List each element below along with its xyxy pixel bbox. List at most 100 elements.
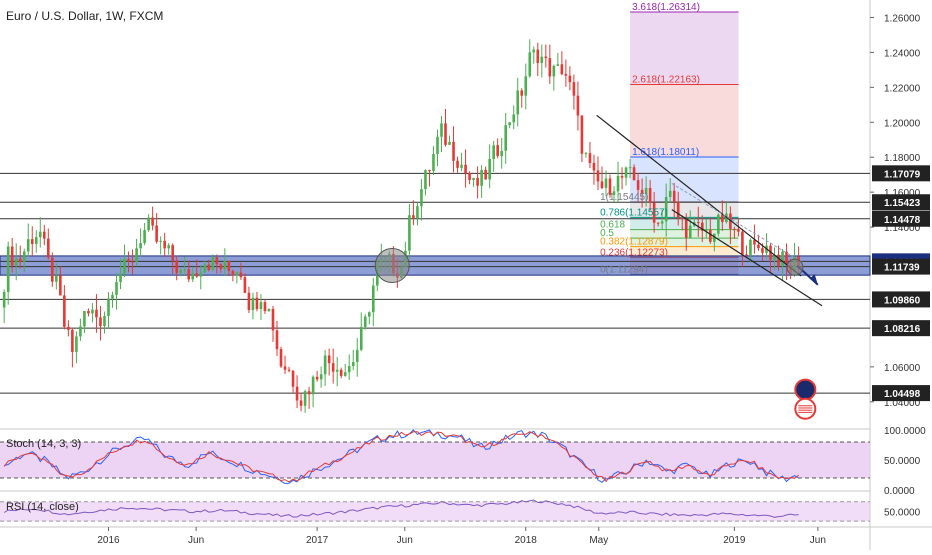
candle-body xyxy=(532,49,536,53)
indicators xyxy=(0,429,870,522)
candle-body xyxy=(688,225,692,238)
candle-body xyxy=(612,191,616,195)
candle-body xyxy=(99,317,102,327)
stoch-d-line xyxy=(3,431,799,483)
candle-body xyxy=(119,273,122,282)
candle-body xyxy=(584,153,588,155)
price-level-badge xyxy=(872,165,930,182)
stoch-tick-label: 0.0000 xyxy=(884,486,915,497)
candle-body xyxy=(211,257,215,271)
candle-body xyxy=(652,202,656,223)
candle-body xyxy=(195,273,199,277)
candle-body xyxy=(343,372,347,376)
candle-body xyxy=(255,297,259,309)
candle-body xyxy=(460,164,463,168)
price-level-label: 1.14478 xyxy=(884,215,921,226)
channel-upper-line xyxy=(596,114,802,277)
candle-body xyxy=(484,169,487,180)
candle-body xyxy=(572,82,576,96)
channel-mid-line xyxy=(671,183,808,266)
candle-body xyxy=(351,362,355,367)
candle-body xyxy=(251,297,255,311)
candle-body xyxy=(428,170,431,172)
candle-body xyxy=(319,374,323,380)
candle-body xyxy=(516,90,520,115)
candle-body xyxy=(640,189,644,195)
candle-body xyxy=(608,178,612,195)
fib-label: 0(1.11294) xyxy=(600,264,648,275)
candle-body xyxy=(235,272,239,276)
candle-body xyxy=(47,238,50,258)
candle-body xyxy=(147,217,150,231)
level-lines xyxy=(0,172,870,394)
candle-body xyxy=(347,366,351,373)
candle-body xyxy=(207,264,211,271)
price-tick-label: 1.14000 xyxy=(884,223,921,234)
candle-body xyxy=(476,177,479,186)
candle-body xyxy=(464,164,467,173)
candle-body xyxy=(592,162,596,171)
price-level-badge xyxy=(872,210,930,227)
candle-body xyxy=(42,231,46,239)
candle-body xyxy=(684,219,688,238)
time-tick-label: Jun xyxy=(397,535,413,546)
candle-body xyxy=(183,269,187,271)
price-tick-label: 1.16000 xyxy=(884,188,921,199)
fib-band xyxy=(630,84,739,158)
candle-body xyxy=(781,251,784,267)
channel-lower-line xyxy=(671,209,823,307)
projection-arrow-head xyxy=(809,274,818,285)
candle-body xyxy=(283,366,287,370)
time-tick-label: 2018 xyxy=(515,535,538,546)
candle-body xyxy=(263,302,267,312)
candle-body xyxy=(327,355,331,364)
candle-body xyxy=(785,251,788,265)
candle-body xyxy=(131,261,134,263)
candle-body xyxy=(761,248,764,253)
candle-body xyxy=(700,222,704,231)
candle-body xyxy=(231,270,235,276)
price-level-badge xyxy=(872,320,930,337)
price-level-label: 1.08216 xyxy=(884,324,921,335)
candle-body xyxy=(536,49,540,63)
candle-body xyxy=(576,95,580,116)
candle-body xyxy=(713,233,716,242)
fib-band xyxy=(630,246,739,258)
fib-label: 0.5 xyxy=(600,228,614,239)
candle-body xyxy=(179,270,183,273)
price-level-label: 1.11739 xyxy=(884,263,920,274)
candle-body xyxy=(135,248,138,262)
candle-body xyxy=(632,167,636,181)
candle-body xyxy=(355,349,359,363)
candle-body xyxy=(14,258,18,266)
candle-body xyxy=(680,218,684,220)
rsi-tick-label: 50.0000 xyxy=(884,507,921,518)
candle-body xyxy=(303,391,307,406)
candle-body xyxy=(371,285,375,313)
candle-body xyxy=(167,245,170,249)
candle-body xyxy=(71,329,74,352)
candle-body xyxy=(488,158,491,180)
candle-body xyxy=(616,175,620,192)
candle-body xyxy=(709,230,712,242)
candle-body xyxy=(636,180,640,190)
candle-body xyxy=(83,311,86,327)
candle-body xyxy=(556,64,560,66)
candles xyxy=(2,39,800,413)
candle-body xyxy=(55,275,58,282)
candle-body xyxy=(30,239,34,244)
candle-body xyxy=(468,172,471,181)
price-tick-label: 1.22000 xyxy=(884,83,921,94)
candle-body xyxy=(745,254,748,256)
candle-body xyxy=(331,363,335,372)
candle-body xyxy=(564,74,568,76)
candle-body xyxy=(448,141,451,145)
fib-label: 0.382(1.12879) xyxy=(600,237,668,248)
candle-body xyxy=(412,215,415,219)
candle-body xyxy=(203,264,207,273)
time-tick-label: 2017 xyxy=(306,535,329,546)
candle-body xyxy=(151,217,154,226)
candle-body xyxy=(275,330,279,350)
